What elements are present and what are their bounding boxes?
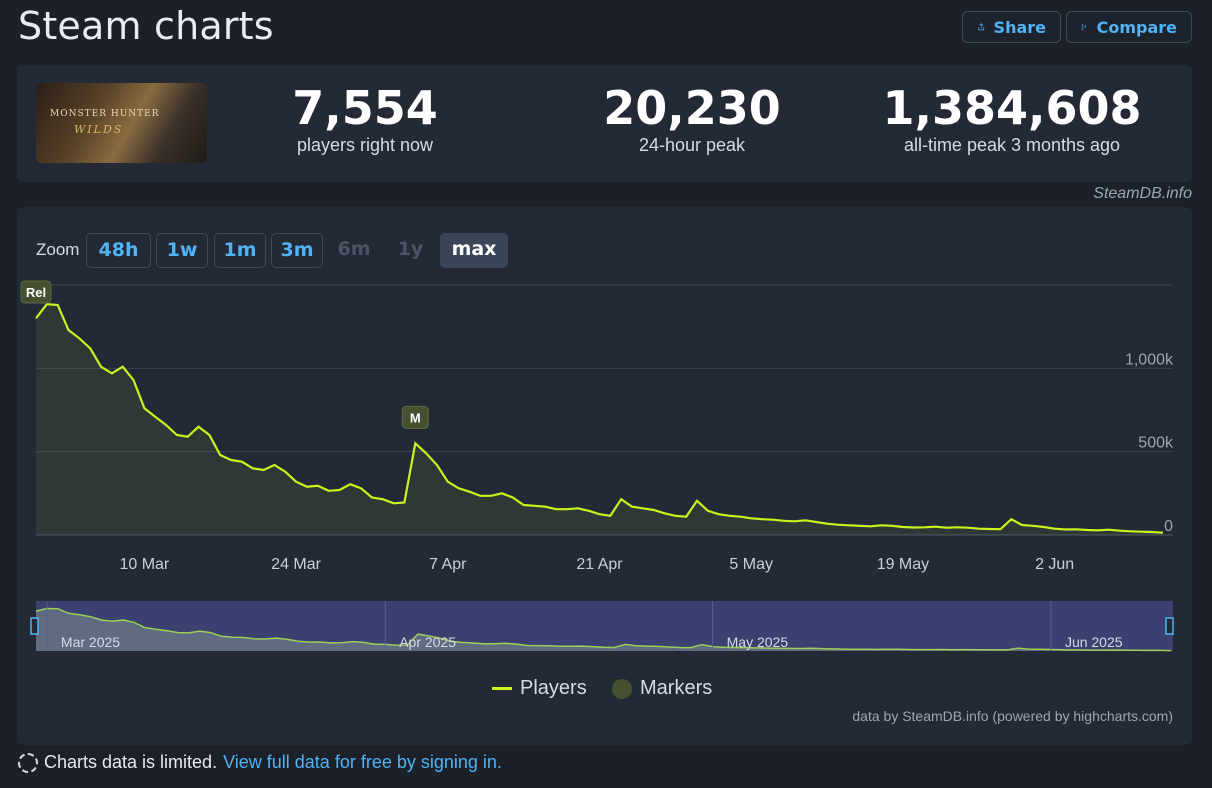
compare-icon: 1 3 2 <box>1081 23 1086 31</box>
players-line <box>35 303 1164 534</box>
svg-text:2: 2 <box>1081 27 1083 31</box>
stat-alltime-peak: 1,384,608 all-time peak 3 months ago <box>877 83 1147 156</box>
stat-24h-peak: 20,230 24-hour peak <box>592 83 792 156</box>
game-cover-image[interactable]: MONSTER HUNTER WILDS <box>36 83 207 163</box>
navigator-label: Apr 2025 <box>399 634 456 650</box>
navigator-label: Mar 2025 <box>61 634 120 650</box>
zoom-button-1y: 1y <box>397 238 424 260</box>
share-button[interactable]: Share <box>962 11 1061 43</box>
loading-icon <box>18 752 38 773</box>
legend-players-label: Players <box>520 677 587 699</box>
compare-button[interactable]: 1 3 2 Compare <box>1066 11 1192 43</box>
navigator-label: May 2025 <box>727 634 789 650</box>
zoom-button-max[interactable]: max <box>440 233 508 268</box>
steamdb-credit[interactable]: SteamDB.info <box>1093 185 1192 202</box>
marker-label: M <box>410 410 421 425</box>
players-area <box>36 304 1163 535</box>
peak24-value: 20,230 <box>603 81 781 135</box>
navigator-line <box>35 607 1172 652</box>
sign-in-link[interactable]: View full data for free by signing in. <box>223 752 502 772</box>
zoom-button-1w[interactable]: 1w <box>156 233 208 268</box>
zoom-button-3m[interactable]: 3m <box>271 233 323 268</box>
svg-text:3: 3 <box>1084 25 1086 29</box>
zoom-label: Zoom <box>36 240 80 259</box>
y-tick-label: 1,000k <box>1125 351 1174 368</box>
x-tick-label: 7 Apr <box>429 556 467 573</box>
zoom-button-6m: 6m <box>337 238 371 260</box>
powered-by[interactable]: data by SteamDB.info (powered by highcha… <box>852 708 1173 724</box>
compare-label: Compare <box>1096 17 1177 37</box>
navigator-handle <box>30 617 39 635</box>
data-limit-notice: Charts data is limited. View full data f… <box>18 752 502 773</box>
notice-text: Charts data is limited. <box>44 752 218 772</box>
x-tick-label: 2 Jun <box>1035 556 1074 573</box>
navigator-handle <box>1165 617 1174 635</box>
zoom-button-1m[interactable]: 1m <box>214 233 266 268</box>
legend-dot-icon <box>612 678 632 699</box>
players-now-label: players right now <box>296 135 434 155</box>
legend-players[interactable]: Players <box>492 677 587 700</box>
players-now-value: 7,554 <box>292 81 438 135</box>
zoom-button-48h[interactable]: 48h <box>86 233 151 268</box>
x-tick-label: 10 Mar <box>119 556 169 573</box>
svg-text:1: 1 <box>1081 23 1083 27</box>
peak24-label: 24-hour peak <box>638 135 746 155</box>
x-tick-label: 21 Apr <box>576 556 623 573</box>
alltime-value: 1,384,608 <box>882 81 1142 135</box>
game-logo-sub: WILDS <box>74 123 124 136</box>
marker-label: Rel <box>26 285 46 300</box>
stats-panel: MONSTER HUNTER WILDS 7,554 players right… <box>17 65 1192 182</box>
y-tick-label: 500k <box>1138 435 1174 452</box>
x-tick-label: 5 May <box>729 556 773 573</box>
page-title: Steam charts <box>18 4 274 48</box>
marker-badge <box>401 405 429 429</box>
x-tick-label: 19 May <box>877 556 929 573</box>
navigator-area <box>36 608 1171 651</box>
legend-markers-label: Markers <box>640 677 713 699</box>
legend-line-icon <box>492 687 512 690</box>
game-logo-text: MONSTER HUNTER <box>50 109 160 119</box>
share-label: Share <box>993 17 1046 37</box>
legend-markers[interactable]: Markers <box>612 677 712 700</box>
x-tick-label: 24 Mar <box>271 556 321 573</box>
stat-players-now: 7,554 players right now <box>265 83 465 156</box>
navigator-label: Jun 2025 <box>1065 634 1123 650</box>
navigator-background <box>36 601 1173 651</box>
marker-badge <box>20 280 52 304</box>
chart-panel: Zoom 48h 1w 1m 3m 6m 1y max 0 500k 1,000k 10 Mar 2… <box>17 207 1192 745</box>
y-tick-label: 0 <box>1164 518 1173 535</box>
alltime-label: all-time peak 3 months ago <box>903 135 1121 155</box>
player-chart[interactable]: 0 500k 1,000k 10 Mar 24 Mar 7 Apr 21 Apr 5 May 1… <box>17 207 1192 677</box>
share-icon <box>978 23 985 31</box>
